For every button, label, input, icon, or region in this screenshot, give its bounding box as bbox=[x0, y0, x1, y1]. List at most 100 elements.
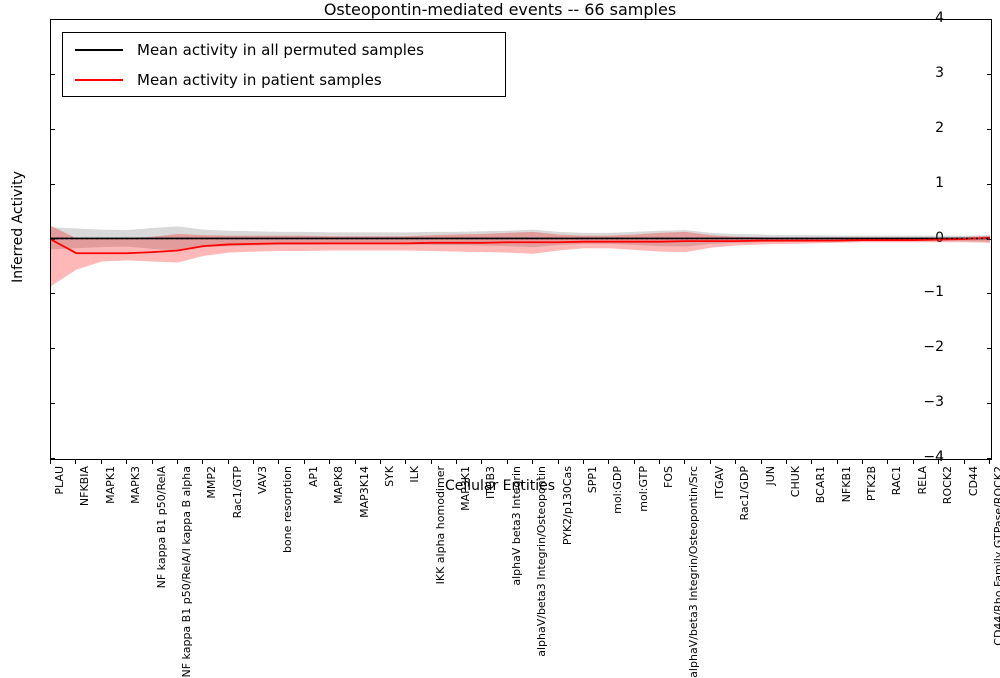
x-tick-label: mol:GDP bbox=[611, 466, 625, 514]
x-tick-label: alphaV/beta3 Integrin/Osteopontin bbox=[535, 466, 549, 657]
x-tick-label: NFKBIA bbox=[78, 466, 92, 507]
y-tick-label: 1 bbox=[935, 174, 944, 191]
x-tick-label: AP1 bbox=[306, 466, 320, 488]
x-tick-mark bbox=[202, 460, 204, 464]
y-tick-mark-right bbox=[987, 183, 992, 185]
y-tick-label: 2 bbox=[935, 119, 944, 136]
x-tick-label: PTK2B bbox=[865, 466, 879, 502]
x-tick-mark bbox=[760, 460, 762, 464]
x-tick-mark bbox=[481, 460, 483, 464]
y-tick-mark bbox=[50, 403, 55, 405]
y-tick-mark bbox=[50, 293, 55, 295]
x-tick-label: CD44/Rho Family GTPase/ROCK2 bbox=[992, 466, 1000, 646]
x-tick-label: bone resorption bbox=[281, 466, 295, 554]
y-axis-label: Inferred Activity bbox=[10, 171, 26, 283]
y-tick-label: 0 bbox=[935, 229, 944, 246]
x-tick-label: FOS bbox=[662, 466, 676, 488]
x-tick-label: IKK alpha homodimer bbox=[433, 466, 447, 585]
y-tick-mark-right bbox=[987, 293, 992, 295]
plot-canvas bbox=[51, 225, 991, 287]
x-tick-mark bbox=[253, 460, 255, 464]
y-tick-mark-right bbox=[987, 128, 992, 130]
chart-legend: Mean activity in all permuted samples Me… bbox=[62, 32, 506, 97]
y-tick-mark-right bbox=[987, 403, 992, 405]
x-tick-mark bbox=[100, 460, 102, 464]
legend-swatch-patient bbox=[75, 79, 123, 81]
x-tick-label: NF kappa B1 p50/RelA bbox=[154, 466, 168, 589]
x-tick-label: PLAU bbox=[53, 466, 66, 495]
y-tick-mark bbox=[50, 183, 55, 185]
x-tick-mark bbox=[557, 460, 559, 464]
x-tick-mark bbox=[329, 460, 331, 464]
y-tick-label: 3 bbox=[935, 64, 944, 81]
y-tick-label: −2 bbox=[923, 339, 944, 356]
x-tick-label: SYK bbox=[382, 466, 396, 487]
x-tick-mark bbox=[887, 460, 889, 464]
x-tick-mark bbox=[963, 460, 965, 464]
legend-swatch-permuted bbox=[75, 49, 123, 51]
x-tick-label: mol:GTP bbox=[636, 466, 650, 512]
legend-entry-patient: Mean activity in patient samples bbox=[63, 65, 505, 95]
chart-figure: Osteopontin-mediated events -- 66 sample… bbox=[10, 0, 1000, 678]
legend-label-patient: Mean activity in patient samples bbox=[137, 71, 382, 89]
x-tick-label: MAPK3 bbox=[129, 466, 143, 504]
x-tick-mark bbox=[659, 460, 661, 464]
x-tick-mark bbox=[938, 460, 940, 464]
x-tick-mark bbox=[75, 460, 77, 464]
x-tick-label: CHUK bbox=[788, 466, 802, 498]
x-tick-label: MAPK1 bbox=[103, 466, 117, 504]
y-tick-label: −3 bbox=[923, 394, 944, 411]
x-tick-label: SPP1 bbox=[585, 466, 599, 494]
x-tick-mark bbox=[582, 460, 584, 464]
y-tick-mark-right bbox=[987, 73, 992, 75]
x-tick-mark bbox=[633, 460, 635, 464]
y-tick-mark bbox=[50, 458, 55, 459]
x-tick-label: ITGB3 bbox=[484, 466, 498, 500]
x-tick-label: MAPK8 bbox=[332, 466, 346, 504]
x-tick-mark bbox=[50, 460, 51, 464]
x-tick-label: RELA bbox=[915, 466, 929, 495]
y-tick-mark bbox=[50, 128, 55, 130]
legend-label-permuted: Mean activity in all permuted samples bbox=[137, 41, 424, 59]
x-tick-label: alphaV beta3 Integrin bbox=[509, 466, 523, 586]
x-tick-label: MAP3K1 bbox=[459, 466, 473, 511]
x-tick-mark bbox=[456, 460, 458, 464]
x-tick-mark bbox=[405, 460, 407, 464]
x-tick-label: MMP2 bbox=[205, 466, 219, 499]
x-tick-mark bbox=[126, 460, 128, 464]
x-tick-mark bbox=[227, 460, 229, 464]
x-tick-mark bbox=[811, 460, 813, 464]
x-tick-mark bbox=[912, 460, 914, 464]
x-tick-mark bbox=[430, 460, 432, 464]
confidence-band bbox=[51, 225, 990, 287]
x-tick-label: MAP3K14 bbox=[357, 466, 371, 518]
x-tick-label: VAV3 bbox=[256, 466, 270, 495]
x-tick-mark bbox=[278, 460, 280, 464]
x-tick-label: ROCK2 bbox=[941, 466, 955, 505]
x-tick-label: JUN bbox=[763, 466, 777, 486]
x-tick-label: NF kappa B1 p50/RelA/I kappa B alpha bbox=[179, 466, 193, 678]
x-tick-label: RAC1 bbox=[890, 466, 904, 496]
y-tick-mark bbox=[50, 73, 55, 75]
x-tick-mark bbox=[785, 460, 787, 464]
x-tick-label: ITGAV bbox=[712, 466, 726, 499]
x-tick-mark bbox=[709, 460, 711, 464]
x-tick-label: NFKB1 bbox=[839, 466, 853, 503]
y-tick-label: 4 bbox=[935, 10, 944, 26]
x-tick-mark bbox=[176, 460, 178, 464]
x-tick-label: CD44 bbox=[966, 466, 980, 497]
y-tick-label: −1 bbox=[923, 284, 944, 301]
x-tick-mark bbox=[684, 460, 686, 464]
x-tick-mark bbox=[151, 460, 153, 464]
x-tick-mark bbox=[836, 460, 838, 464]
x-tick-label: Rac1/GDP bbox=[738, 466, 752, 521]
series-line bbox=[51, 236, 991, 255]
y-tick-mark-right bbox=[987, 348, 992, 350]
x-tick-label: PYK2/p130Cas bbox=[560, 466, 574, 546]
x-tick-mark bbox=[506, 460, 508, 464]
x-tick-mark bbox=[735, 460, 737, 464]
x-tick-mark bbox=[608, 460, 610, 464]
x-tick-label: ILK bbox=[408, 466, 422, 483]
x-tick-mark bbox=[354, 460, 356, 464]
y-tick-mark bbox=[50, 348, 55, 350]
